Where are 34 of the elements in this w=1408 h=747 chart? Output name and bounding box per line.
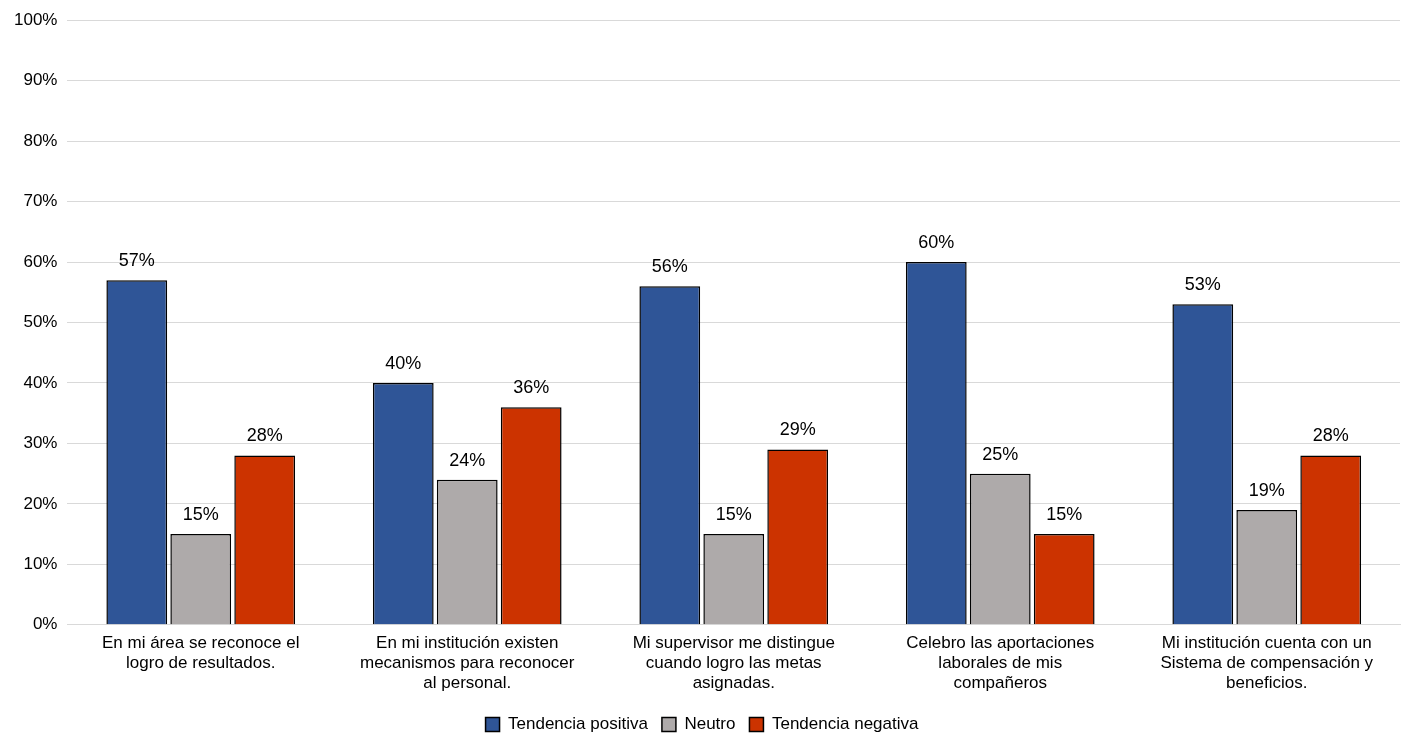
data-label: 29% [779,419,816,440]
x-tick-label: Mi supervisor me distingue cuando logro las metas asignadas. [632,632,835,693]
data-label: 25% [982,443,1019,464]
data-label: 60% [918,232,955,253]
y-tick-label: 70% [23,191,58,211]
data-label: 56% [651,256,688,277]
data-label: 40% [385,352,422,373]
y-tick-label: 80% [23,130,58,150]
y-tick-label: 60% [23,251,58,271]
y-tick-label: 40% [23,372,58,392]
data-label: 19% [1248,479,1285,500]
x-tick-label: Mi institución cuenta con un Sistema de compensación y beneficios. [1160,632,1374,693]
x-tick-label: En mi área se reconoce el logro de resultados. [101,632,300,673]
legend-label: Tendencia positiva [508,714,649,734]
data-label: 28% [1312,425,1349,446]
data-label: 15% [182,504,219,525]
x-tick-label: En mi institución existen mecanismos para reconocer al personal. [359,632,575,693]
y-tick-label: 0% [32,614,58,634]
data-label: 15% [715,504,752,525]
data-label: 36% [513,377,550,398]
data-label: 24% [449,449,486,470]
legend-label: Neutro [684,714,736,734]
legend-label: Tendencia negativa [771,714,919,734]
y-tick-label: 100% [14,9,58,29]
data-label: 53% [1184,274,1221,295]
y-tick-label: 10% [23,554,58,574]
data-label: 57% [118,250,155,271]
x-tick-label: Celebro las aportaciones laborales de mis compañeros [906,632,1095,693]
y-tick-label: 30% [23,433,58,453]
y-tick-label: 50% [23,312,58,332]
y-tick-label: 20% [23,493,58,513]
data-label: 15% [1046,504,1083,525]
y-tick-label: 90% [23,70,58,90]
data-label: 28% [246,425,283,446]
